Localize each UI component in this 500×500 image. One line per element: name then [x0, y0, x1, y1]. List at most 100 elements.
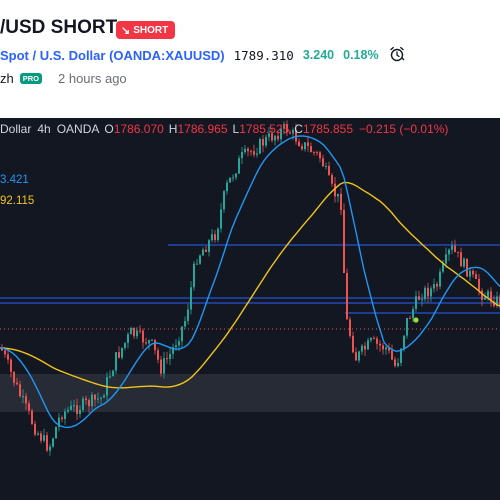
candle-body: [199, 255, 201, 264]
candle-body: [412, 308, 414, 319]
candle-body: [265, 136, 267, 146]
candle-body: [451, 245, 453, 250]
candle-body: [367, 340, 369, 350]
candle-body: [34, 423, 36, 435]
candle-body: [52, 438, 54, 447]
candle-body: [7, 354, 9, 360]
candle-body: [226, 182, 228, 192]
candle-body: [121, 347, 123, 358]
symbol-link[interactable]: Spot / U.S. Dollar (OANDA:XAUUSD): [0, 47, 225, 63]
candle-body: [4, 350, 6, 355]
candle-body: [127, 334, 129, 343]
candle-body: [166, 358, 168, 360]
candle-body: [172, 347, 174, 354]
candle-body: [313, 152, 315, 154]
candle-body: [430, 288, 432, 297]
support-zone: [0, 374, 500, 412]
candle-body: [358, 351, 360, 361]
candle-body: [253, 151, 255, 155]
candle-body: [403, 335, 405, 349]
slow-ma-value: 92.115: [0, 195, 35, 207]
candle-body: [118, 352, 120, 358]
candle-body: [37, 433, 39, 435]
candle-body: [115, 352, 117, 371]
candle-body: [481, 290, 483, 300]
candle-body: [163, 358, 165, 374]
idea-header: /USD SHORT ↘ SHORT Spot / U.S. Dollar (O…: [0, 0, 500, 118]
candle-body: [184, 321, 186, 327]
legend-close-key: C: [294, 122, 303, 136]
candle-body: [169, 353, 171, 359]
candle-body: [418, 296, 420, 300]
candle-body: [406, 317, 408, 336]
candle-body: [397, 362, 399, 366]
candle-body: [448, 249, 450, 255]
candle-body: [376, 338, 378, 344]
short-badge[interactable]: ↘ SHORT: [116, 21, 176, 39]
candle-body: [364, 345, 366, 350]
candle-body: [493, 301, 495, 307]
candle-body: [28, 403, 30, 411]
price-chart[interactable]: Dollar 4h OANDA O 1786.070 H 1786.965 L 178…: [0, 118, 500, 500]
legend-low-value: 1785.525: [239, 122, 290, 136]
candle-body: [1, 348, 3, 351]
candle-body: [460, 252, 462, 267]
candle-body: [112, 370, 114, 377]
fast-ma-value: 3.421: [0, 174, 29, 186]
legend-low-key: L: [232, 122, 240, 136]
candle-body: [382, 345, 384, 350]
candle-body: [103, 395, 105, 398]
legend-symbol: Dollar: [0, 122, 32, 136]
candle-body: [64, 411, 66, 420]
candle-body: [124, 342, 126, 348]
candle-body: [160, 359, 162, 374]
candle-body: [70, 405, 72, 410]
candle-body: [49, 446, 51, 451]
candle-body: [58, 417, 60, 427]
candle-body: [244, 148, 246, 153]
candle-body: [145, 342, 147, 344]
candle-body: [490, 291, 492, 302]
alarm-clock-icon[interactable]: [388, 45, 406, 63]
candle-body: [385, 347, 387, 350]
candle-body: [322, 158, 324, 167]
legend-open-key: O: [104, 122, 114, 136]
candle-body: [217, 228, 219, 240]
symbol-row: Spot / U.S. Dollar (OANDA:XAUUSD) 1789.3…: [0, 46, 379, 64]
chart-canvas[interactable]: [0, 118, 500, 500]
candle-body: [16, 382, 18, 385]
candle-body: [484, 297, 486, 300]
candle-body: [373, 338, 375, 340]
short-badge-label: SHORT: [133, 24, 169, 36]
candle-body: [310, 146, 312, 153]
candle-body: [325, 166, 327, 168]
candle-body: [13, 371, 15, 383]
candle-body: [79, 409, 81, 414]
candle-body: [76, 405, 78, 414]
candle-body: [400, 348, 402, 363]
candle-body: [133, 327, 135, 337]
candle-body: [394, 359, 396, 366]
candle-body: [274, 135, 276, 141]
last-price: 1789.310: [233, 47, 294, 63]
author-name[interactable]: zh: [0, 70, 14, 86]
candle-body: [202, 249, 204, 256]
legend-interval: 4h: [37, 122, 51, 136]
candle-body: [346, 272, 348, 320]
candle-body: [196, 263, 198, 265]
candle-body: [409, 317, 411, 319]
candle-body: [91, 394, 93, 407]
legend-high-key: H: [168, 122, 178, 136]
candle-body: [454, 245, 456, 252]
candle-body: [316, 152, 318, 154]
candle-body: [214, 234, 216, 240]
candle-body: [361, 345, 363, 352]
candle-body: [10, 359, 12, 372]
candle-body: [25, 395, 27, 404]
candle-body: [424, 287, 426, 300]
candle-body: [352, 335, 354, 353]
candle-body: [235, 173, 237, 178]
candle-body: [433, 284, 435, 289]
candle-body: [301, 146, 303, 150]
candle-body: [154, 339, 156, 351]
